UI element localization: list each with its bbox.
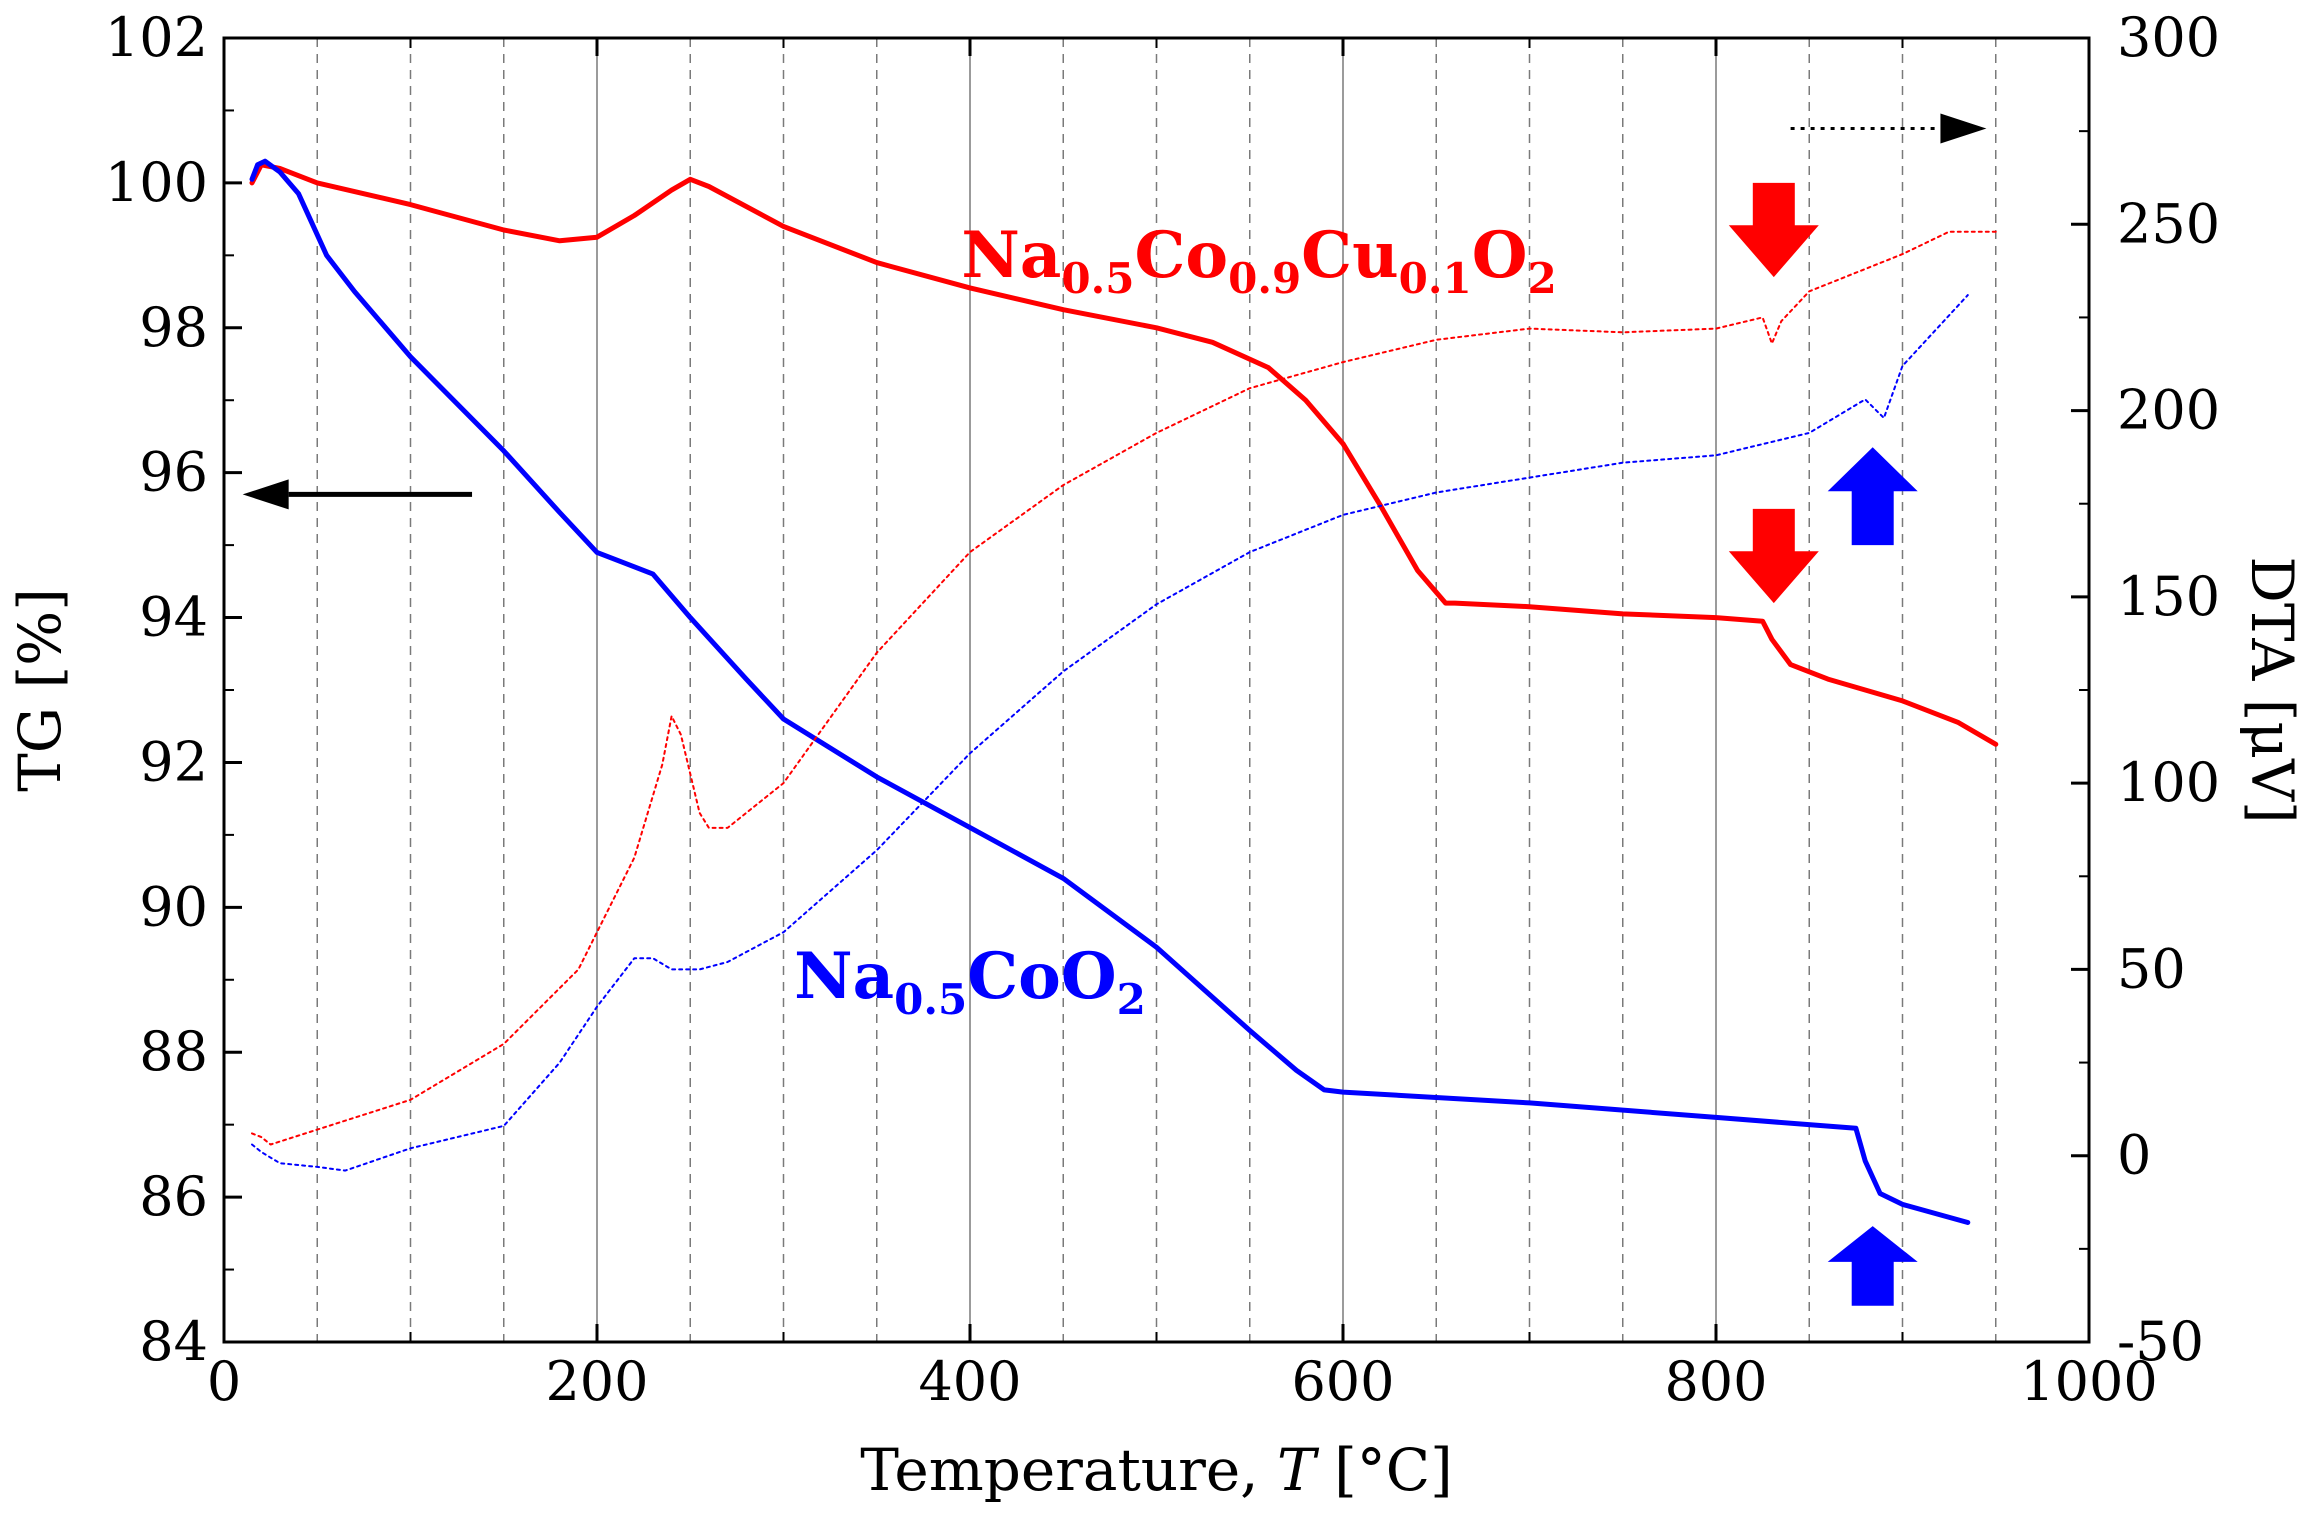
arrow-head-0 bbox=[242, 479, 289, 510]
label-subscript: 2 bbox=[1527, 254, 1556, 303]
gridlines bbox=[316, 38, 1997, 1342]
label-subscript: 0.9 bbox=[1228, 254, 1301, 303]
y-right-tick-label: 250 bbox=[2117, 192, 2220, 255]
y-left-tick-label: 98 bbox=[139, 296, 208, 359]
y-left-tick-label: 88 bbox=[139, 1020, 208, 1083]
series-line-0 bbox=[249, 162, 1999, 747]
x-axis-title-prefix: Temperature, bbox=[860, 1436, 1277, 1504]
label-subscript: 0.5 bbox=[894, 975, 967, 1024]
arrow-head-1 bbox=[1940, 113, 1987, 144]
y-left-tick-label: 92 bbox=[139, 730, 208, 793]
y-right-tick-label: 200 bbox=[2117, 379, 2220, 442]
y-left-tick-label: 90 bbox=[139, 875, 208, 938]
label-text: CoO bbox=[967, 939, 1116, 1014]
y-right-tick-label: 0 bbox=[2117, 1124, 2151, 1187]
y-right-tick-label: 150 bbox=[2117, 565, 2220, 628]
x-axis-title-unit: [°C] bbox=[1316, 1436, 1453, 1504]
y-right-tick-label: 100 bbox=[2117, 751, 2220, 814]
y-left-tick-label: 102 bbox=[105, 6, 208, 69]
x-axis-title: Temperature, T [°C] bbox=[860, 1436, 1453, 1504]
y-right-tick-label: -50 bbox=[2117, 1310, 2204, 1373]
y-left-axis-title: TG [%] bbox=[6, 588, 74, 792]
x-tick-label: 0 bbox=[207, 1350, 241, 1413]
series-line-3 bbox=[251, 294, 1969, 1172]
label-text: Na bbox=[794, 939, 894, 1014]
y-right-tick-label: 50 bbox=[2117, 937, 2186, 1000]
y-left-tick-label: 96 bbox=[139, 441, 208, 504]
label-text: Co bbox=[1134, 218, 1228, 293]
x-tick-label: 800 bbox=[1664, 1350, 1767, 1413]
data-series bbox=[249, 158, 1999, 1225]
y-left-tick-label: 100 bbox=[105, 151, 208, 214]
x-tick-label: 400 bbox=[918, 1350, 1021, 1413]
label-text: O bbox=[1472, 218, 1528, 293]
series-line-2 bbox=[251, 230, 1997, 1146]
series-label-cu: Na0.5Co0.9Cu0.1O2 bbox=[961, 218, 1556, 303]
y-left-tick-label: 84 bbox=[139, 1310, 208, 1373]
y-left-tick-label: 86 bbox=[139, 1165, 208, 1228]
y-left-tick-label: 94 bbox=[139, 586, 208, 649]
block-arrow-up-5 bbox=[1827, 1226, 1918, 1306]
block-arrow-down-3 bbox=[1728, 508, 1819, 604]
label-subscript: 0.5 bbox=[1061, 254, 1134, 303]
series-label-co: Na0.5CoO2 bbox=[794, 939, 1146, 1024]
series-line-1 bbox=[249, 158, 1971, 1225]
x-tick-label: 600 bbox=[1291, 1350, 1394, 1413]
block-arrow-up-4 bbox=[1827, 447, 1918, 546]
x-tick-label: 1000 bbox=[2020, 1350, 2157, 1413]
label-subscript: 0.1 bbox=[1399, 254, 1472, 303]
x-axis-title-var: T bbox=[1277, 1436, 1320, 1504]
y-right-tick-label: 300 bbox=[2117, 6, 2220, 69]
label-text: Na bbox=[961, 218, 1061, 293]
axis-ticks: 0 200 400 600 800 10008486889092949698100102-… bbox=[105, 6, 2220, 1413]
x-tick-label: 200 bbox=[545, 1350, 648, 1413]
label-text: Cu bbox=[1301, 218, 1398, 293]
y-right-axis-title: DTA [μV] bbox=[2238, 556, 2306, 823]
axis-labels: Temperature, T [°C] TG [%] DTA [μV] bbox=[6, 556, 2306, 1504]
block-arrow-down-2 bbox=[1728, 182, 1819, 278]
label-subscript: 2 bbox=[1117, 975, 1146, 1024]
